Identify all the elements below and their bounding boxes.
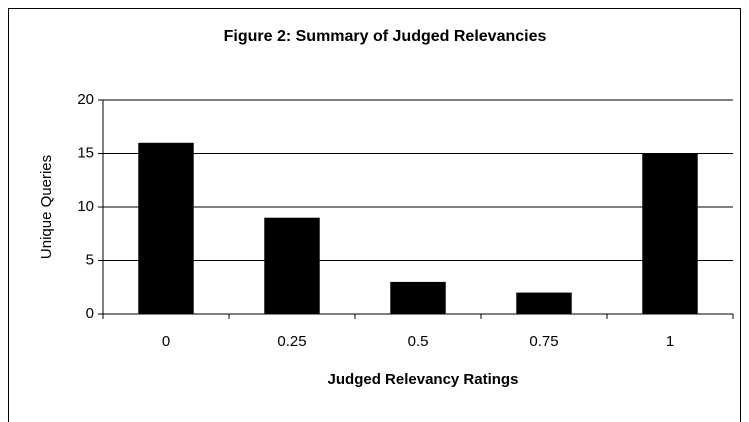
bar: [516, 292, 572, 314]
chart-frame: [8, 8, 741, 422]
x-tick-label: 0.5: [408, 333, 429, 350]
x-tick-label: 0.75: [529, 333, 558, 350]
x-tick-label: 1: [666, 333, 674, 350]
y-tick-label: 20: [77, 91, 94, 108]
y-tick-label: 10: [77, 198, 94, 215]
bar: [264, 217, 320, 314]
x-axis-label: Judged Relevancy Ratings: [328, 371, 519, 388]
x-tick-label: 0.25: [277, 333, 306, 350]
chart-title: Figure 2: Summary of Judged Relevancies: [224, 28, 547, 45]
bar: [138, 142, 194, 314]
bar: [642, 153, 698, 314]
y-tick-label: 15: [77, 144, 94, 161]
bar: [390, 281, 446, 314]
y-axis-label: Unique Queries: [38, 155, 55, 259]
x-tick-label: 0: [162, 333, 170, 350]
y-tick-label: 0: [86, 305, 94, 322]
y-tick-label: 5: [86, 251, 94, 268]
